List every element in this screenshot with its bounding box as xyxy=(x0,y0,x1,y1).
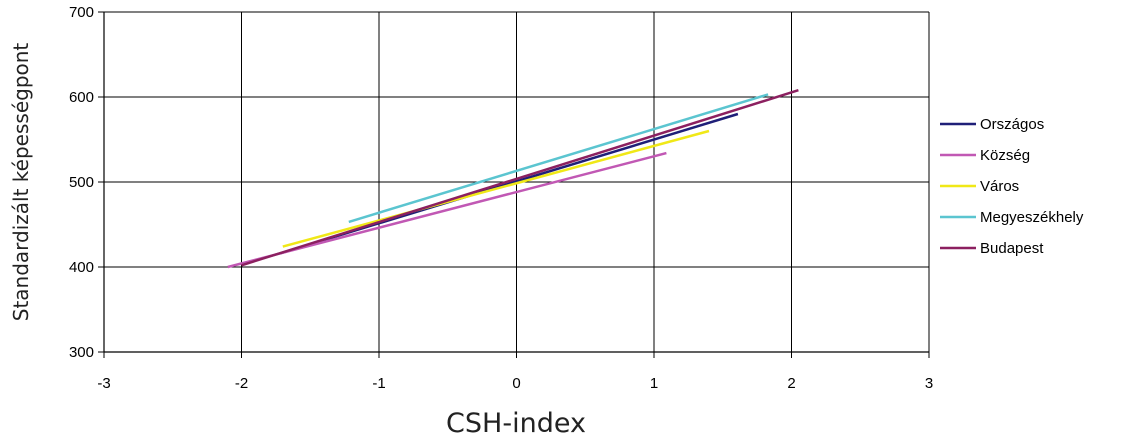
legend-label: Budapest xyxy=(980,240,1044,257)
series-line-megyeszékhely xyxy=(348,93,769,224)
y-tick-label: 700 xyxy=(69,4,94,21)
legend-label: Megyeszékhely xyxy=(980,209,1084,226)
x-tick-label: -1 xyxy=(372,375,385,392)
x-axis-title: CSH-index xyxy=(446,408,586,439)
legend-label: Országos xyxy=(980,116,1044,133)
x-tick-label: 2 xyxy=(787,375,795,392)
y-tick-label: 500 xyxy=(69,174,94,191)
x-tick-label: 0 xyxy=(512,375,520,392)
y-axis-title: Standardizált képességpont xyxy=(9,43,33,322)
series-line-község xyxy=(227,151,667,269)
y-tick-label: 600 xyxy=(69,89,94,106)
legend: Országos Község Város Megyeszékhely Budapest xyxy=(940,116,1084,257)
tick-labels: -3 -2 -1 0 1 2 3 300 400 500 600 700 xyxy=(69,4,933,392)
series-line-város xyxy=(282,129,710,248)
legend-label: Község xyxy=(980,147,1030,164)
y-tick-label: 300 xyxy=(69,344,94,361)
x-tick-label: 1 xyxy=(650,375,658,392)
series-line-budapest xyxy=(241,89,799,267)
y-tick-label: 400 xyxy=(69,259,94,276)
x-tick-label: -3 xyxy=(97,375,110,392)
x-tick-label: -2 xyxy=(235,375,248,392)
x-tick-label: 3 xyxy=(925,375,933,392)
legend-label: Város xyxy=(980,178,1019,195)
series-lines xyxy=(227,89,799,269)
axes xyxy=(98,11,930,358)
